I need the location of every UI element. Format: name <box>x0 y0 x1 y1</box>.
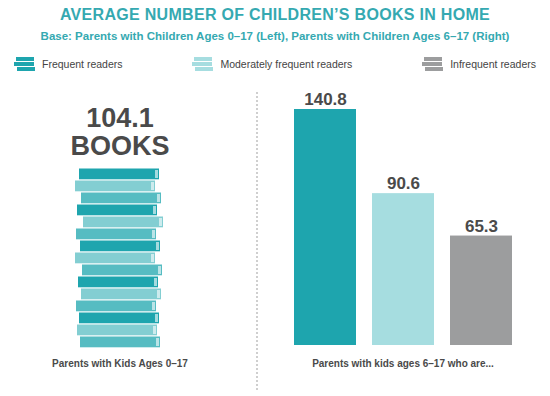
svg-text:65.3: 65.3 <box>465 216 498 235</box>
html-text:Parents with kids ages 6–17 wh: Parents with kids ages 6–17 who are... <box>312 358 494 369</box>
html-text:Infrequent readers: Infrequent readers <box>450 58 536 70</box>
html-text:Base: Parents with Children Ag: Base: Parents with Children Ages 0–17 (L… <box>40 30 510 42</box>
html-text:AVERAGE NUMBER OF CHILDREN’S B: AVERAGE NUMBER OF CHILDREN’S BOOKS IN HO… <box>59 6 490 23</box>
svg-text:140.8: 140.8 <box>304 90 347 109</box>
html-text:BOOKS: BOOKS <box>70 131 170 161</box>
html-text:104.1: 104.1 <box>86 103 154 133</box>
html-text:Moderately frequent readers: Moderately frequent readers <box>220 58 353 70</box>
html-text:Parents with Kids Ages 0–17: Parents with Kids Ages 0–17 <box>52 358 188 369</box>
html-text:Frequent readers: Frequent readers <box>42 58 123 70</box>
svg-text:90.6: 90.6 <box>387 174 420 193</box>
